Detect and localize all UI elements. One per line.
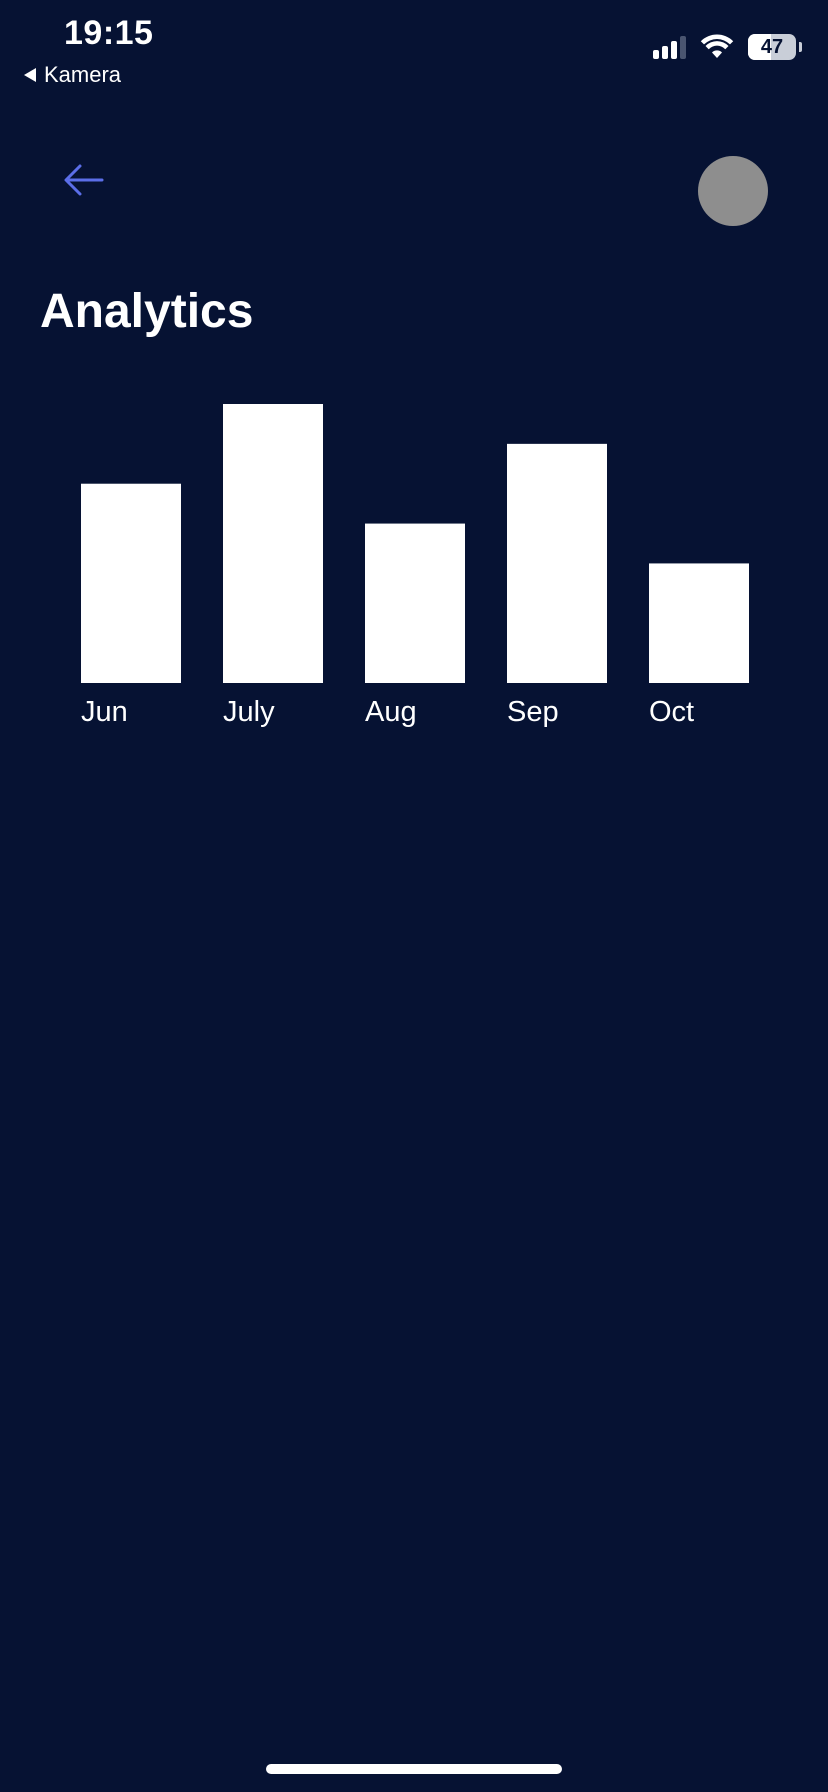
status-back-to-app[interactable]: Kamera <box>24 62 121 88</box>
x-tick-label-jun: Jun <box>81 696 128 728</box>
bar-aug <box>365 523 465 683</box>
wifi-icon <box>700 34 734 58</box>
bar-july <box>223 404 323 683</box>
home-indicator[interactable] <box>266 1764 562 1774</box>
x-tick-label-july: July <box>223 696 275 728</box>
bar-sep <box>507 443 607 683</box>
arrow-left-icon[interactable] <box>62 160 106 200</box>
battery-icon: 47 <box>748 34 802 60</box>
avatar[interactable] <box>698 156 768 226</box>
battery-fill <box>748 34 771 60</box>
x-tick-label-aug: Aug <box>365 696 417 728</box>
bar-jun <box>81 483 181 683</box>
status-indicators: 47 <box>653 34 802 60</box>
x-tick-label-sep: Sep <box>507 696 559 728</box>
analytics-bar-chart: Jun July Aug Sep Oct <box>81 404 749 728</box>
cellular-signal-icon <box>653 35 686 59</box>
back-triangle-icon <box>24 68 36 82</box>
x-tick-label-oct: Oct <box>649 696 694 728</box>
status-time: 19:15 <box>64 14 154 52</box>
status-back-app-label: Kamera <box>44 62 122 87</box>
battery-percent: 47 <box>760 35 784 58</box>
bar-oct <box>649 563 749 683</box>
page-title: Analytics <box>40 285 254 338</box>
